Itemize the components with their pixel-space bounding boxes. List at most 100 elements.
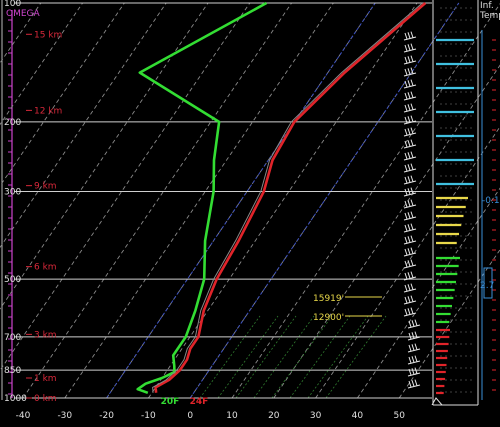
wind-barb-flag [411, 380, 415, 387]
omega-label: OMEGA [6, 9, 41, 19]
wind-barb-shaft [403, 204, 417, 209]
side-panel-label: Inf. [480, 1, 494, 11]
wind-barb-flag [410, 163, 414, 170]
isotherm-line [0, 2, 251, 372]
height-labels: 15 km 12 km 9 km 6 km 3 km 1 km 0 km [26, 30, 62, 404]
wind-barb-flag [407, 260, 411, 267]
isotherm-line [398, 248, 500, 399]
wind-barb-flag [407, 92, 411, 99]
wind-barb-flag [407, 152, 411, 159]
wind-barb-flag [414, 343, 418, 350]
pressure-label: 500 [4, 275, 21, 285]
wind-barb-flag [407, 284, 411, 291]
wind-barb-flag [404, 200, 408, 208]
wind-barb-flag [410, 199, 414, 206]
wind-barb-shaft [407, 384, 421, 389]
isotherm-line [189, 2, 460, 399]
surface-label: 24F [190, 397, 209, 407]
isobars [14, 2, 432, 399]
wind-barb-flag [407, 32, 411, 39]
mixing-ratio-line [307, 315, 369, 399]
wind-barb-flag [411, 320, 415, 327]
wind-barb-flag [407, 68, 411, 75]
wind-barb-flag [410, 295, 414, 302]
side-range-box [483, 267, 493, 299]
pressure-label: 700 [4, 333, 21, 343]
wind-barb-flag [407, 236, 411, 243]
level-annotation-label: 12900' [313, 313, 344, 323]
side-panel-bars [431, 0, 479, 406]
wind-barb-shaft [403, 252, 417, 257]
mixing-ratio-line [217, 315, 279, 399]
wind-barb-flag [411, 368, 415, 375]
wind-barb-flag [404, 212, 408, 220]
side-panel: Inf.Temp -0.1 2.7 [479, 1, 500, 400]
wind-barb-flag [407, 56, 411, 63]
wind-barb-shaft [407, 324, 421, 329]
wind-barb-shaft [403, 36, 417, 41]
wind-barb-flag [410, 103, 414, 110]
wind-barb-flag [408, 332, 412, 340]
x-tick-label: -40 [16, 411, 31, 421]
wind-barb-flag [410, 283, 414, 290]
wind-barb-flag [410, 235, 414, 242]
pressure-label: 300 [4, 187, 21, 197]
wind-barb-flag [404, 308, 408, 316]
wind-barb-flag [414, 355, 418, 362]
isotherm-line [22, 2, 292, 399]
wind-barb-flag [404, 140, 408, 148]
wind-barbs [403, 31, 421, 389]
wind-barb-flag [404, 272, 408, 280]
x-tick-label: 20 [268, 411, 280, 421]
pressure-label: 100 [4, 0, 21, 9]
wind-barb-flag [407, 140, 411, 147]
isotherm-line [64, 2, 334, 399]
x-tick-label: 30 [310, 411, 322, 421]
wind-barb-shaft [403, 60, 417, 65]
wind-barb-shaft [407, 336, 421, 341]
wind-barb-flag [410, 79, 414, 86]
wind-barb-flag [410, 175, 414, 182]
x-tick-label: -20 [99, 411, 114, 421]
wind-barb-flag [410, 31, 414, 38]
wind-barb-shaft [407, 372, 421, 377]
wind-barb-flag [404, 188, 408, 196]
wind-barb-shaft [407, 348, 421, 353]
wind-barb-flag [410, 127, 414, 134]
wind-barb-flag [407, 272, 411, 279]
wind-barb-shaft [403, 264, 417, 269]
x-tick-label: -30 [57, 411, 72, 421]
side-arrow-icon [431, 397, 443, 406]
wind-barb-flag [410, 91, 414, 98]
pressure-label: 200 [4, 118, 21, 128]
wind-barb-flag [404, 248, 408, 256]
wind-barb-shaft [403, 276, 417, 281]
wind-barb-shaft [403, 312, 417, 317]
wind-barb-flag [410, 211, 414, 218]
profiles [136, 1, 427, 395]
wind-barb-flag [410, 139, 414, 146]
wind-barb-shaft [403, 300, 417, 305]
wind-barb-flag [404, 152, 408, 160]
level-annotation-label: 15919' [313, 294, 344, 304]
wind-barb-flag [410, 247, 414, 254]
isotherm-line [231, 3, 500, 399]
x-tick-labels: -40 -30 -20 -10 0 10 20 30 40 50 [16, 411, 406, 421]
wind-barb-shaft [403, 228, 417, 233]
mixing-ratio-line [235, 315, 297, 399]
mixing-ratio-line [199, 315, 261, 399]
wind-barb-flag [407, 80, 411, 87]
wind-barb-flag [404, 224, 408, 232]
wind-barb-flag [407, 200, 411, 207]
wind-barb-shaft [403, 192, 417, 197]
wind-barb-flag [404, 92, 408, 100]
mixing-ratio-line [253, 315, 315, 399]
wind-barb-flag [407, 164, 411, 171]
dewpoint-profile [136, 1, 268, 395]
height-label: 1 km [34, 374, 57, 384]
wind-barb-flag [404, 176, 408, 184]
wind-barb-shaft [403, 72, 417, 77]
wind-barb-flag [408, 320, 412, 328]
wind-barb-shaft [403, 120, 417, 125]
